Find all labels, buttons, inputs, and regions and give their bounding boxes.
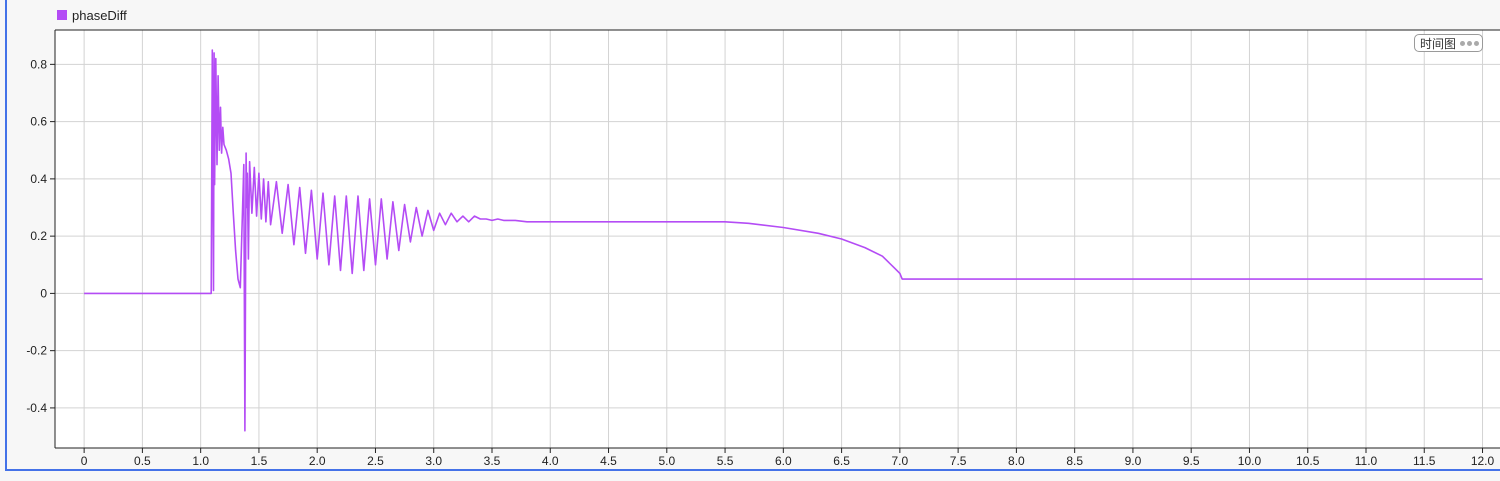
more-dots-icon[interactable]	[1460, 40, 1480, 46]
chart-mode-button[interactable]: 时间图	[1414, 34, 1484, 52]
x-tick-label: 10.5	[1296, 454, 1320, 468]
chart-mode-label: 时间图	[1420, 36, 1457, 51]
x-tick-label: 4.0	[542, 454, 559, 468]
plot-background	[55, 30, 1500, 448]
x-tick-label: 7.5	[950, 454, 967, 468]
x-tick-label: 3.5	[484, 454, 501, 468]
y-tick-label: 0.8	[30, 57, 47, 71]
y-tick-label: 0.6	[30, 115, 47, 129]
x-tick-label: 11.5	[1413, 454, 1436, 468]
x-tick-label: 0	[81, 454, 88, 468]
x-tick-label: 12.0	[1471, 454, 1495, 468]
grid-lines	[55, 30, 1500, 448]
axes	[50, 29, 1500, 453]
series-line-phaseDiff	[84, 49, 1483, 432]
tick-labels: 0 0.5 1.0 1.5 2.0 2.5 3.0 3.5 4.0 4.5 5.0 5.5 6.0 6.5…	[26, 57, 1494, 468]
x-tick-label: 6.5	[833, 454, 850, 468]
x-tick-label: 5.0	[658, 454, 675, 468]
series-layer	[84, 49, 1483, 432]
x-tick-label: 10.0	[1238, 454, 1262, 468]
y-tick-label: 0.2	[30, 229, 47, 243]
x-tick-label: 6.0	[775, 454, 792, 468]
legend-label: phaseDiff	[72, 7, 127, 23]
x-tick-label: 2.5	[367, 454, 384, 468]
x-tick-label: 9.0	[1125, 454, 1142, 468]
x-tick-label: 7.0	[892, 454, 909, 468]
x-tick-label: 3.0	[425, 454, 442, 468]
x-tick-label: 2.0	[309, 454, 326, 468]
x-tick-label: 4.5	[600, 454, 617, 468]
x-tick-label: 8.0	[1008, 454, 1025, 468]
legend[interactable]: phaseDiff	[57, 7, 127, 23]
x-tick-label: 9.5	[1183, 454, 1200, 468]
x-tick-label: 11.0	[1355, 454, 1378, 468]
x-tick-label: 0.5	[134, 454, 151, 468]
y-tick-label: -0.4	[26, 401, 47, 415]
y-tick-label: -0.2	[26, 344, 47, 358]
x-tick-label: 8.5	[1066, 454, 1083, 468]
x-tick-label: 1.0	[192, 454, 209, 468]
y-tick-label: 0	[40, 286, 47, 300]
x-tick-label: 5.5	[717, 454, 734, 468]
x-tick-label: 1.5	[251, 454, 268, 468]
y-tick-label: 0.4	[30, 172, 47, 186]
legend-swatch	[57, 10, 67, 20]
